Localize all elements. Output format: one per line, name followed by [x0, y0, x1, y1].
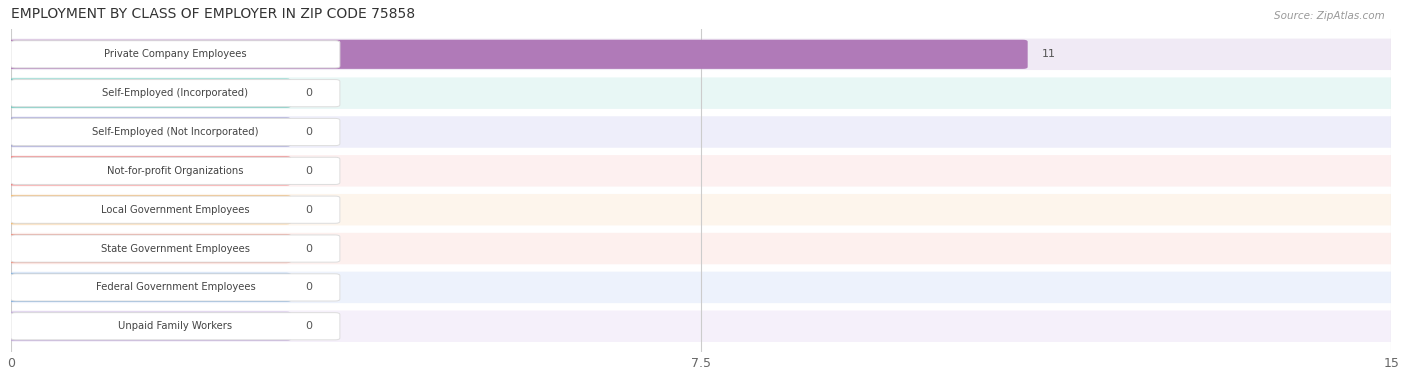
FancyBboxPatch shape	[11, 38, 1391, 70]
FancyBboxPatch shape	[11, 196, 340, 223]
Text: Federal Government Employees: Federal Government Employees	[96, 282, 256, 293]
Text: State Government Employees: State Government Employees	[101, 244, 250, 254]
FancyBboxPatch shape	[7, 273, 291, 302]
Text: 11: 11	[1042, 49, 1056, 59]
Text: 0: 0	[305, 205, 312, 215]
FancyBboxPatch shape	[11, 233, 1391, 264]
Text: 0: 0	[305, 282, 312, 293]
FancyBboxPatch shape	[11, 41, 340, 68]
FancyBboxPatch shape	[7, 195, 291, 224]
FancyBboxPatch shape	[11, 272, 1391, 303]
FancyBboxPatch shape	[11, 118, 340, 146]
FancyBboxPatch shape	[11, 274, 340, 301]
FancyBboxPatch shape	[11, 313, 340, 340]
FancyBboxPatch shape	[7, 118, 291, 147]
Text: 0: 0	[305, 88, 312, 98]
Text: 0: 0	[305, 321, 312, 331]
FancyBboxPatch shape	[7, 234, 291, 263]
FancyBboxPatch shape	[11, 235, 340, 262]
Text: 0: 0	[305, 244, 312, 254]
FancyBboxPatch shape	[11, 155, 1391, 187]
FancyBboxPatch shape	[11, 311, 1391, 342]
Text: Not-for-profit Organizations: Not-for-profit Organizations	[107, 166, 243, 176]
FancyBboxPatch shape	[7, 78, 291, 108]
Text: Source: ZipAtlas.com: Source: ZipAtlas.com	[1274, 11, 1385, 21]
Text: EMPLOYMENT BY CLASS OF EMPLOYER IN ZIP CODE 75858: EMPLOYMENT BY CLASS OF EMPLOYER IN ZIP C…	[11, 7, 415, 21]
FancyBboxPatch shape	[11, 194, 1391, 225]
Text: 0: 0	[305, 127, 312, 137]
Text: 0: 0	[305, 166, 312, 176]
FancyBboxPatch shape	[11, 80, 340, 107]
Text: Self-Employed (Not Incorporated): Self-Employed (Not Incorporated)	[93, 127, 259, 137]
FancyBboxPatch shape	[7, 40, 1028, 69]
Text: Unpaid Family Workers: Unpaid Family Workers	[118, 321, 232, 331]
Text: Self-Employed (Incorporated): Self-Employed (Incorporated)	[103, 88, 249, 98]
FancyBboxPatch shape	[7, 156, 291, 185]
FancyBboxPatch shape	[11, 116, 1391, 148]
FancyBboxPatch shape	[7, 312, 291, 341]
FancyBboxPatch shape	[11, 157, 340, 184]
FancyBboxPatch shape	[11, 77, 1391, 109]
Text: Local Government Employees: Local Government Employees	[101, 205, 250, 215]
Text: Private Company Employees: Private Company Employees	[104, 49, 246, 59]
